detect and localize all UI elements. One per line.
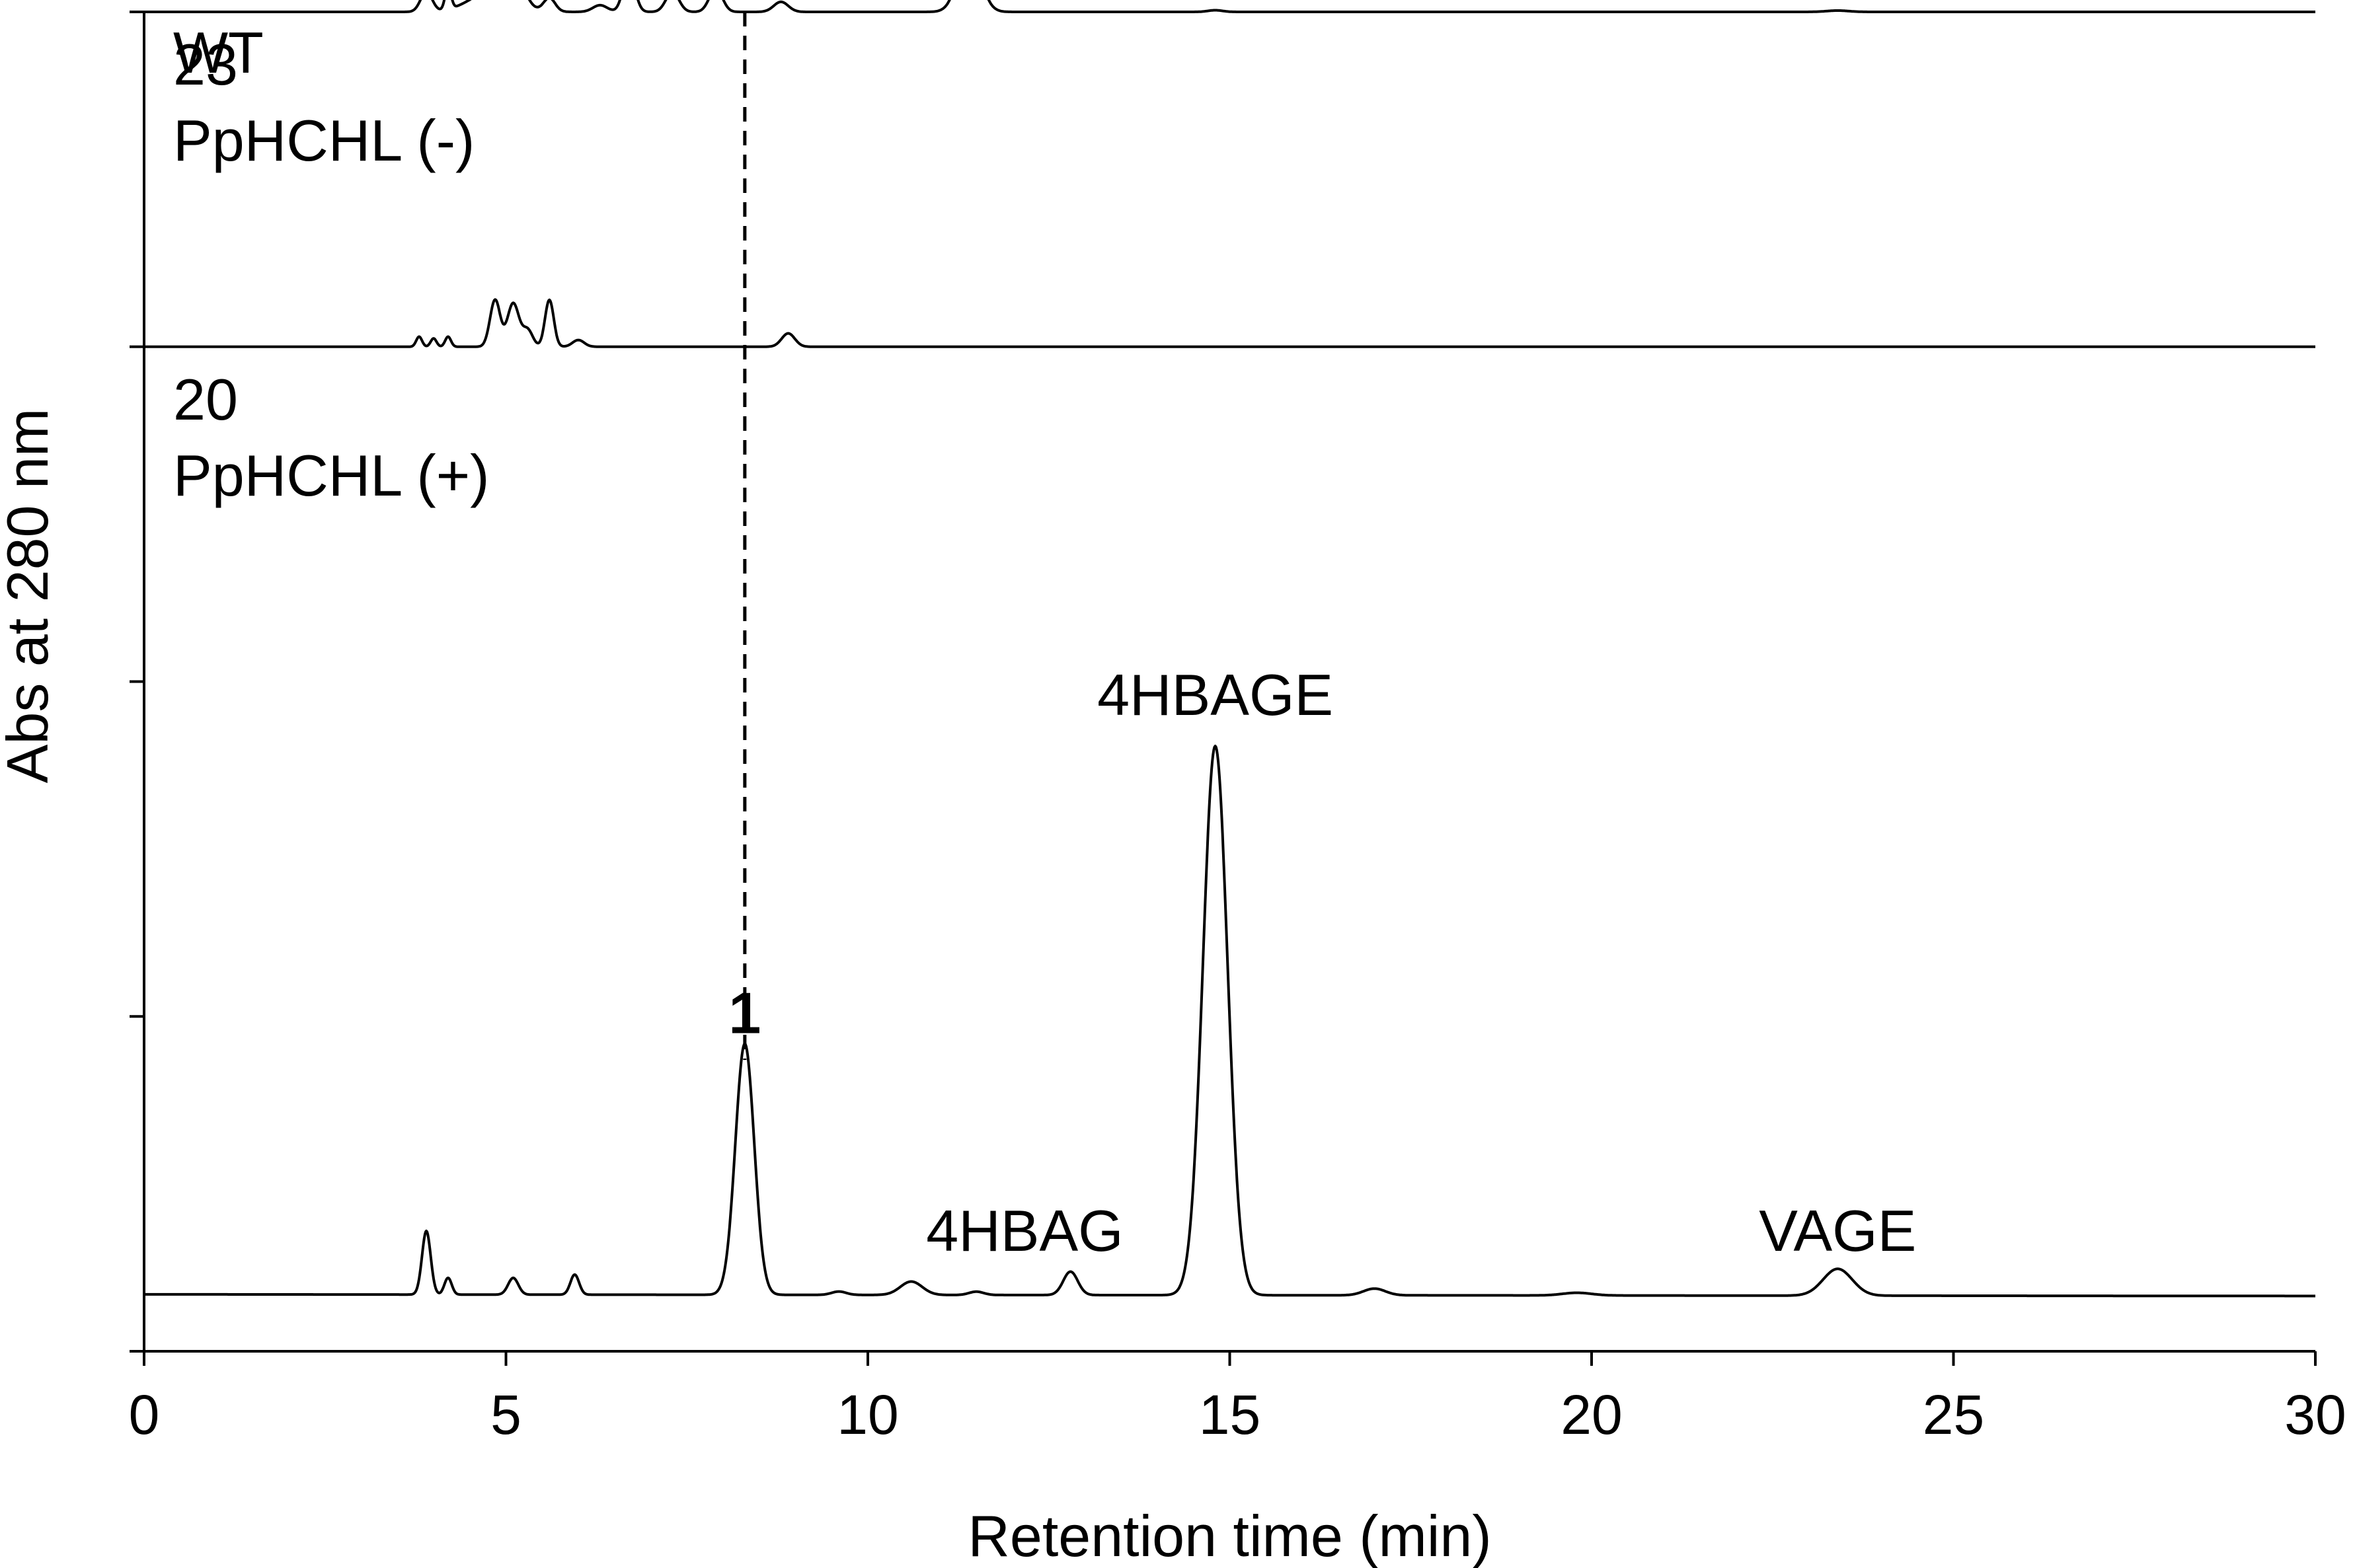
x-axis-title: Retention time (min) [968,1503,1491,1568]
x-tick-label: 30 [2284,1384,2346,1446]
peak-label-4hbag: 4HBAG [926,1198,1123,1263]
x-tick-label: 25 [1923,1384,1984,1446]
axes: 0 5 10 15 20 25 30 Retention time (min) Abs at 2… [0,11,2346,1568]
x-tick-label: 20 [1561,1384,1622,1446]
peak-label-4hbage: 4HBAGE [1097,662,1333,728]
trace-23-pphchl-minus [143,298,2316,348]
peak-label-vage: VAGE [1759,1198,1916,1263]
x-tick-label: 15 [1199,1384,1260,1446]
trace-20-pphchl-plus [143,745,2316,1298]
traces [143,0,2316,1298]
y-axis-title: Abs at 280 nm [0,408,60,783]
trace-label: WT [173,20,264,85]
trace-label: 20 [173,367,238,432]
x-tick-label: 10 [837,1384,898,1446]
x-tick-label: 0 [129,1384,160,1446]
peak-label-1: 1 [728,981,761,1046]
trace-label: 23 [173,32,238,97]
trace-wt [143,0,2316,13]
x-tick-label: 5 [490,1384,521,1446]
trace-label: PpHCHL (+) [173,443,489,508]
trace-label: PpHCHL (-) [173,108,475,173]
